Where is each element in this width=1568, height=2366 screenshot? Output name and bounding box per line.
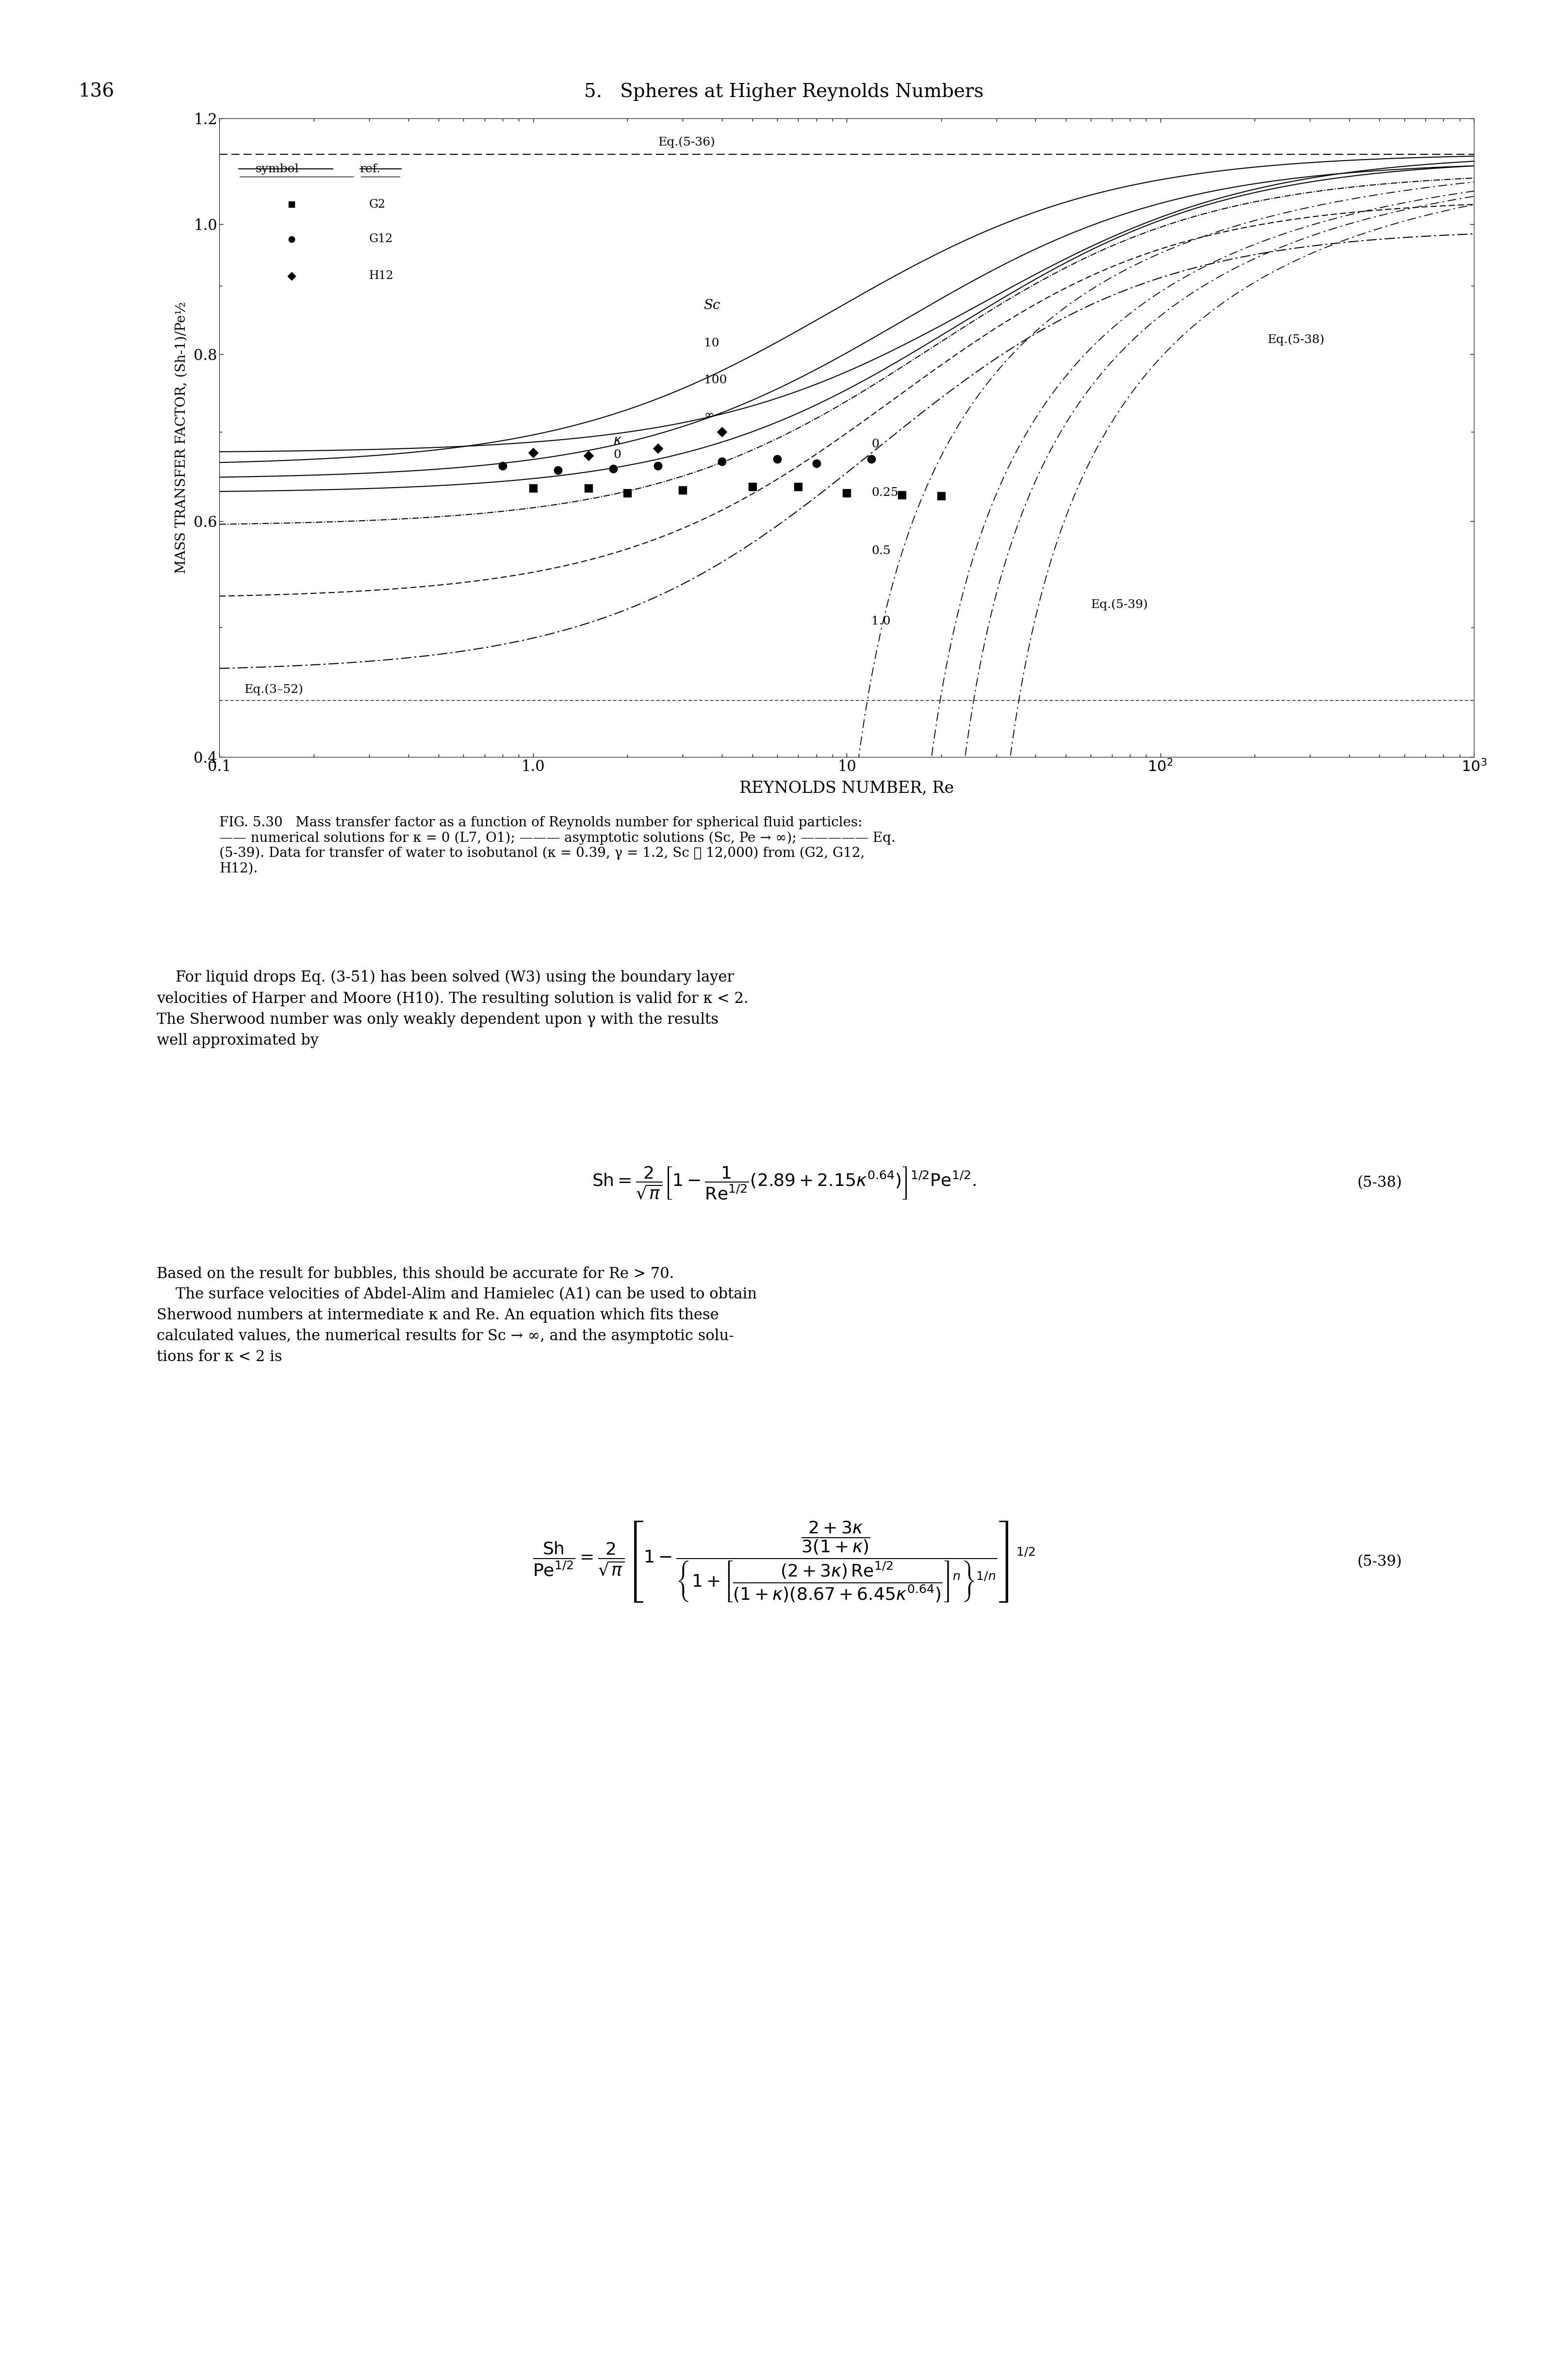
X-axis label: REYNOLDS NUMBER, Re: REYNOLDS NUMBER, Re <box>740 781 953 797</box>
Text: 1.0: 1.0 <box>872 615 891 627</box>
Point <box>601 450 626 487</box>
Text: $\infty$: $\infty$ <box>704 409 713 421</box>
Text: FIG. 5.30   Mass transfer factor as a function of Reynolds number for spherical : FIG. 5.30 Mass transfer factor as a func… <box>220 816 895 875</box>
Text: $\mathrm{Sh} = \dfrac{2}{\sqrt{\pi}}\left[1 - \dfrac{1}{\mathrm{Re}^{1/2}}\left(: $\mathrm{Sh} = \dfrac{2}{\sqrt{\pi}}\lef… <box>593 1164 975 1202</box>
Point <box>521 433 546 471</box>
Text: G2: G2 <box>368 199 386 211</box>
Point <box>521 468 546 506</box>
Point <box>709 442 734 480</box>
Point <box>646 431 671 468</box>
Text: (5-38): (5-38) <box>1358 1176 1402 1190</box>
Text: symbol: symbol <box>256 163 299 175</box>
Point <box>491 447 516 485</box>
Text: Eq.(5-39): Eq.(5-39) <box>1091 599 1148 610</box>
Point <box>804 445 829 483</box>
Text: 100: 100 <box>704 374 728 386</box>
Point <box>646 447 671 485</box>
Point <box>615 473 640 511</box>
Text: Based on the result for bubbles, this should be accurate for Re > 70.
    The su: Based on the result for bubbles, this sh… <box>157 1266 757 1365</box>
Point <box>928 478 953 516</box>
Point <box>279 220 304 258</box>
Text: (5-39): (5-39) <box>1358 1554 1402 1569</box>
Point <box>546 452 571 490</box>
Text: ref.: ref. <box>359 163 381 175</box>
Text: G12: G12 <box>368 234 394 244</box>
Text: Sc: Sc <box>704 298 720 312</box>
Point <box>279 185 304 222</box>
Point <box>834 473 859 511</box>
Text: 0: 0 <box>872 438 880 450</box>
Text: 5.   Spheres at Higher Reynolds Numbers: 5. Spheres at Higher Reynolds Numbers <box>585 83 983 102</box>
Text: For liquid drops Eq. (3-51) has been solved (W3) using the boundary layer
veloci: For liquid drops Eq. (3-51) has been sol… <box>157 970 748 1048</box>
Text: 10: 10 <box>704 338 720 348</box>
Text: Eq.(5-36): Eq.(5-36) <box>659 137 715 149</box>
Text: Eq.(5-38): Eq.(5-38) <box>1267 334 1325 345</box>
Text: 0: 0 <box>613 450 621 461</box>
Point <box>740 468 765 506</box>
Point <box>575 468 601 506</box>
Point <box>575 435 601 473</box>
Point <box>765 440 790 478</box>
Point <box>279 258 304 296</box>
Point <box>859 440 884 478</box>
Text: 136: 136 <box>78 83 114 102</box>
Text: 0.5: 0.5 <box>872 547 891 556</box>
Point <box>670 471 695 509</box>
Text: H12: H12 <box>368 270 394 282</box>
Point <box>889 476 914 513</box>
Text: $\dfrac{\mathrm{Sh}}{\mathrm{Pe}^{1/2}} = \dfrac{2}{\sqrt{\pi}}\left[1 - \dfrac{: $\dfrac{\mathrm{Sh}}{\mathrm{Pe}^{1/2}} … <box>533 1519 1035 1604</box>
Point <box>709 412 734 450</box>
Point <box>786 468 811 506</box>
Text: 0.25: 0.25 <box>872 487 898 499</box>
Y-axis label: MASS TRANSFER FACTOR, (Sh-1)/Pe½: MASS TRANSFER FACTOR, (Sh-1)/Pe½ <box>176 303 188 573</box>
Text: $\kappa$: $\kappa$ <box>613 433 622 447</box>
Text: Eq.(3–52): Eq.(3–52) <box>245 684 304 696</box>
